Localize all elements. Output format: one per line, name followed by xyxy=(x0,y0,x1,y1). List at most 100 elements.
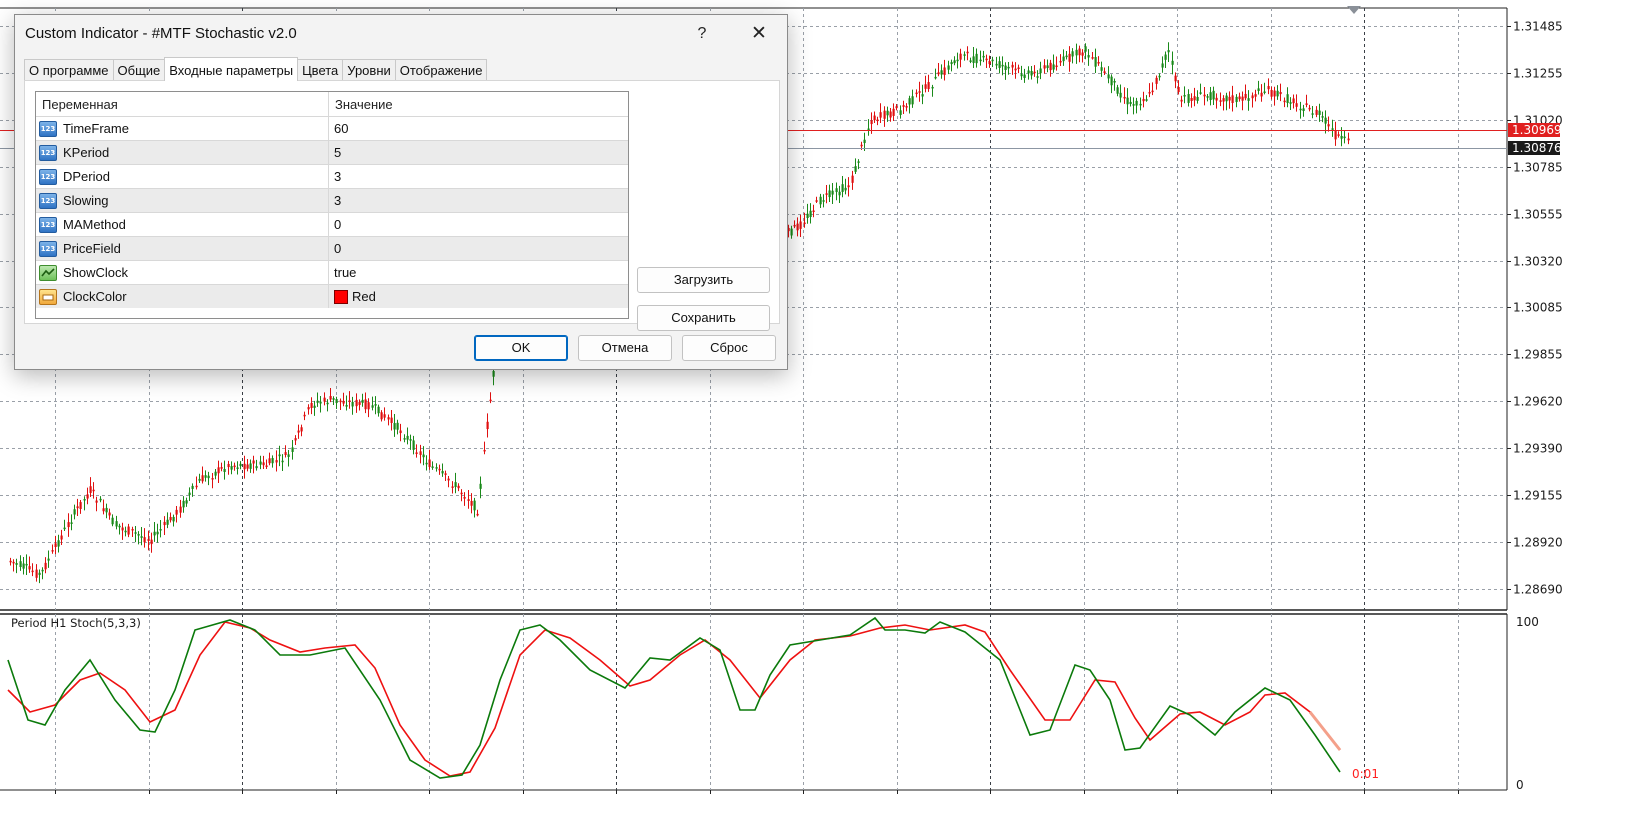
param-value[interactable]: 0 xyxy=(334,241,342,256)
candle-body xyxy=(1270,89,1273,97)
indicator-scale-max: 100 xyxy=(1516,615,1539,629)
param-row-timeframe[interactable]: 123 TimeFrame 60 xyxy=(36,116,628,140)
load-button[interactable]: Загрузить xyxy=(637,267,770,293)
bid-price-tag xyxy=(1508,141,1560,155)
param-row-slowing[interactable]: 123 Slowing 3 xyxy=(36,188,628,212)
candle-body xyxy=(214,471,217,476)
candle-body xyxy=(86,494,89,499)
param-value[interactable]: true xyxy=(334,265,357,280)
column-header-variable[interactable]: Переменная xyxy=(36,92,329,116)
candle-body xyxy=(351,401,354,407)
indicator-scale-min: 0 xyxy=(1516,778,1524,792)
candle-body xyxy=(278,454,281,457)
tab-input-parameters[interactable]: Входные параметры xyxy=(164,57,299,81)
candle-body xyxy=(287,454,290,457)
candle-body xyxy=(31,570,34,573)
candle-body xyxy=(1340,135,1343,139)
candle-body xyxy=(1286,94,1289,103)
stochastic-subwindow[interactable] xyxy=(7,616,1342,779)
dialog-title: Custom Indicator - #MTF Stochastic v2.0 xyxy=(25,25,297,42)
param-row-dperiod[interactable]: 123 DPeriod 3 xyxy=(36,164,628,188)
price-axis[interactable]: 1.314851.312551.310201.307851.305551.303… xyxy=(1507,20,1563,597)
candle-body xyxy=(825,193,828,195)
dialog-titlebar[interactable]: Custom Indicator - #MTF Stochastic v2.0 … xyxy=(15,15,787,53)
candle-body xyxy=(934,76,937,79)
candle-body xyxy=(1219,100,1222,102)
save-button[interactable]: Сохранить xyxy=(637,305,770,331)
candle-body xyxy=(1062,56,1065,62)
candle-body xyxy=(41,569,44,572)
price-level-label: 1.28690 xyxy=(1513,583,1563,597)
tab-levels[interactable]: Уровни xyxy=(342,59,396,81)
param-value[interactable]: Red xyxy=(352,289,376,304)
input-parameters-panel: Переменная Значение 123 TimeFrame 60 123 K… xyxy=(24,80,780,331)
candle-body xyxy=(1155,77,1158,84)
candle-body xyxy=(1081,52,1084,56)
candle-body xyxy=(185,500,188,504)
candle-body xyxy=(1119,92,1122,98)
grid-header: Переменная Значение xyxy=(36,92,628,116)
candle-body xyxy=(841,184,844,192)
time-axis[interactable] xyxy=(55,790,1459,794)
chart-shift-marker-icon[interactable] xyxy=(1347,6,1361,14)
help-button[interactable]: ? xyxy=(687,19,717,49)
candle-body xyxy=(361,399,364,403)
candle-body xyxy=(1267,86,1270,90)
candle-body xyxy=(1327,124,1330,127)
param-row-kperiod[interactable]: 123 KPeriod 5 xyxy=(36,140,628,164)
candle-body xyxy=(1247,98,1250,101)
param-value[interactable]: 0 xyxy=(334,217,342,232)
candle-body xyxy=(249,463,252,469)
close-button[interactable]: ✕ xyxy=(742,19,776,49)
candle-body xyxy=(409,439,412,441)
tab-common[interactable]: Общие xyxy=(112,59,166,81)
tab-about[interactable]: О программе xyxy=(24,59,114,81)
tab-colors[interactable]: Цвета xyxy=(297,59,344,81)
candle-body xyxy=(931,86,934,89)
candle-body xyxy=(790,228,793,236)
param-row-clockcolor[interactable]: ClockColor Red xyxy=(36,284,628,308)
param-row-mamethod[interactable]: 123 MAMethod 0 xyxy=(36,212,628,236)
candle-body xyxy=(1228,96,1231,101)
candle-body xyxy=(1225,95,1228,102)
candle-body xyxy=(1180,99,1183,102)
candle-body xyxy=(1311,113,1314,115)
candle-body xyxy=(390,417,393,423)
ok-button[interactable]: OK xyxy=(474,335,568,361)
dialog-tabs: О программе Общие Входные параметры Цвет… xyxy=(24,57,488,81)
candle-body xyxy=(236,467,239,469)
param-row-pricefield[interactable]: 123 PriceField 0 xyxy=(36,236,628,260)
candle-body xyxy=(1014,68,1017,71)
reset-button[interactable]: Сброс xyxy=(682,335,776,361)
candle-body xyxy=(918,91,921,93)
cancel-button[interactable]: Отмена xyxy=(578,335,672,361)
param-row-showclock[interactable]: ShowClock true xyxy=(36,260,628,284)
candle-body xyxy=(12,561,15,564)
candle-body xyxy=(1030,70,1033,76)
candle-body xyxy=(1148,92,1151,94)
price-level-label: 1.30085 xyxy=(1513,301,1563,315)
param-value[interactable]: 60 xyxy=(334,121,349,136)
column-header-value[interactable]: Значение xyxy=(335,97,393,112)
price-level-label: 1.31485 xyxy=(1513,20,1563,34)
param-value[interactable]: 3 xyxy=(334,193,342,208)
candle-body xyxy=(195,485,198,488)
candle-body xyxy=(854,166,857,172)
param-value[interactable]: 5 xyxy=(334,145,342,160)
candle-body xyxy=(297,430,300,433)
candle-body xyxy=(1142,98,1145,102)
candle-body xyxy=(838,191,841,196)
candle-body xyxy=(927,82,930,90)
candle-body xyxy=(489,399,492,402)
candle-body xyxy=(419,451,422,455)
candle-body xyxy=(89,486,92,493)
candle-body xyxy=(441,471,444,474)
param-value[interactable]: 3 xyxy=(334,169,342,184)
candle-body xyxy=(415,452,418,454)
candle-body xyxy=(323,397,326,402)
tab-visualization[interactable]: Отображение xyxy=(394,59,488,81)
candle-body xyxy=(460,492,463,495)
candle-body xyxy=(54,543,57,547)
candle-body xyxy=(883,110,886,119)
color-swatch[interactable] xyxy=(334,289,348,304)
